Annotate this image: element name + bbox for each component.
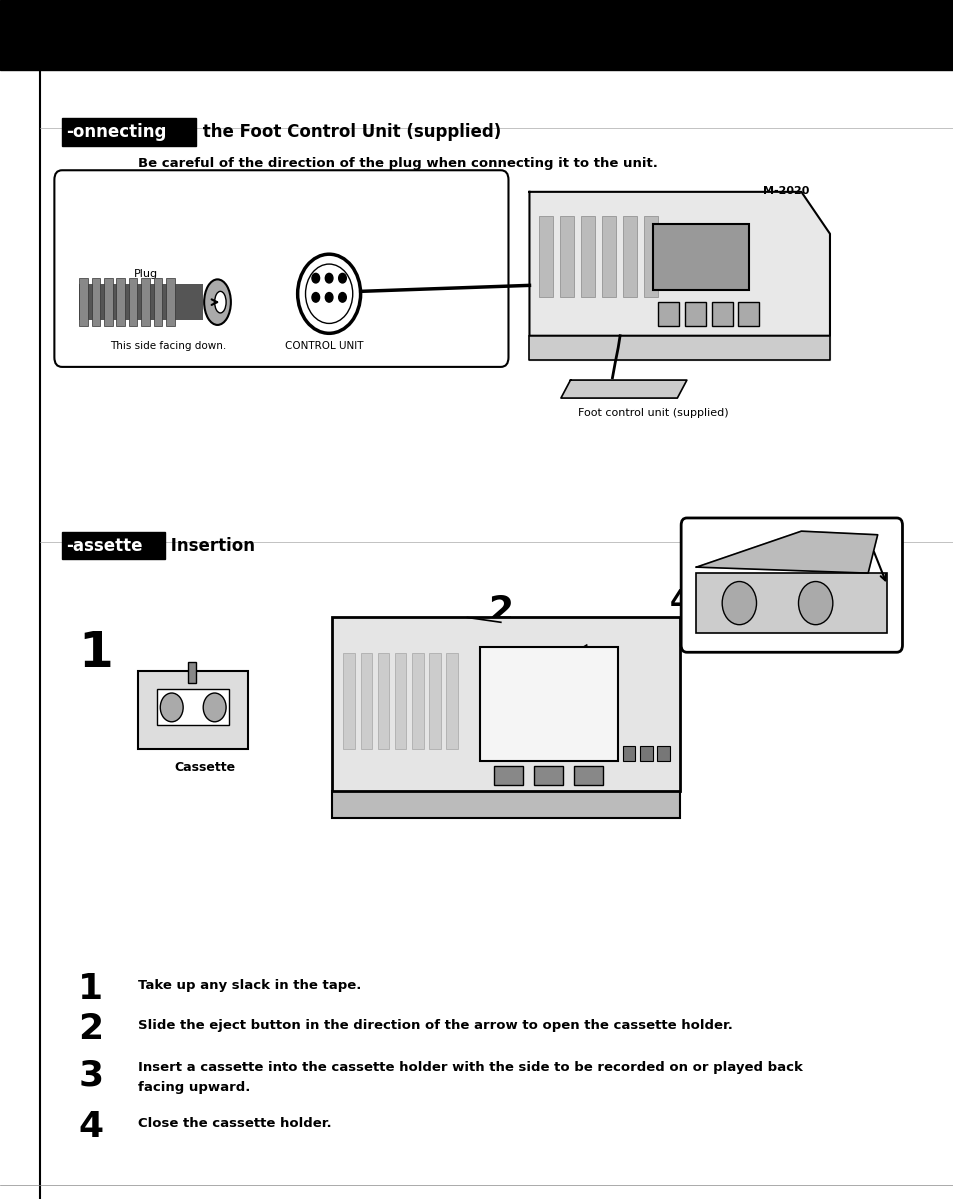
Text: 4: 4 — [78, 1110, 103, 1144]
Text: Plug: Plug — [133, 269, 157, 278]
Bar — [658, 302, 679, 326]
Bar — [153, 278, 162, 326]
Bar — [534, 766, 562, 785]
Bar — [332, 617, 679, 791]
Text: Close the cassette holder.: Close the cassette holder. — [138, 1117, 332, 1129]
Circle shape — [160, 693, 183, 722]
Bar — [559, 216, 574, 297]
Text: 3: 3 — [78, 1059, 103, 1092]
Bar — [377, 653, 389, 749]
Text: 1: 1 — [78, 629, 112, 677]
Text: Be careful of the direction of the plug when connecting it to the unit.: Be careful of the direction of the plug … — [138, 157, 658, 169]
Bar — [62, 532, 165, 559]
FancyBboxPatch shape — [680, 518, 902, 652]
Bar — [580, 216, 595, 297]
Circle shape — [338, 273, 346, 283]
Text: Cassette: Cassette — [174, 761, 235, 775]
Bar — [79, 284, 203, 320]
Bar — [711, 302, 732, 326]
Polygon shape — [696, 531, 877, 573]
Bar — [0, 0, 953, 70]
FancyBboxPatch shape — [54, 170, 508, 367]
Text: Take up any slack in the tape.: Take up any slack in the tape. — [138, 980, 361, 992]
Bar — [684, 302, 705, 326]
Bar — [91, 278, 100, 326]
Bar — [601, 216, 616, 297]
Bar — [141, 278, 150, 326]
Polygon shape — [529, 336, 829, 360]
Bar — [657, 746, 669, 761]
Text: 3: 3 — [576, 619, 597, 647]
Text: 2: 2 — [78, 1012, 103, 1046]
Bar — [343, 653, 355, 749]
Bar — [639, 746, 652, 761]
Bar — [116, 278, 125, 326]
Bar — [494, 766, 522, 785]
Ellipse shape — [204, 279, 231, 325]
Circle shape — [798, 582, 832, 625]
Text: facing upward.: facing upward. — [138, 1081, 251, 1093]
Bar — [157, 689, 229, 725]
Text: the Foot Control Unit (supplied): the Foot Control Unit (supplied) — [197, 123, 501, 141]
Bar — [538, 216, 553, 297]
Bar — [412, 653, 423, 749]
Polygon shape — [529, 192, 829, 336]
Bar — [138, 671, 248, 749]
Text: 1: 1 — [78, 972, 103, 1006]
Circle shape — [312, 273, 319, 283]
Bar — [129, 278, 137, 326]
Ellipse shape — [214, 291, 226, 313]
Circle shape — [338, 293, 346, 302]
Bar — [360, 653, 372, 749]
Bar — [188, 662, 195, 683]
Text: CONTROL UNIT: CONTROL UNIT — [285, 341, 363, 350]
Polygon shape — [560, 380, 686, 398]
Bar — [395, 653, 406, 749]
Text: Foot control unit (supplied): Foot control unit (supplied) — [578, 408, 728, 417]
Text: This side facing down.: This side facing down. — [110, 341, 226, 350]
Bar — [62, 118, 195, 146]
Circle shape — [325, 293, 333, 302]
Text: M-2020: M-2020 — [762, 186, 809, 195]
Text: Slide the eject button in the direction of the arrow to open the cassette holder: Slide the eject button in the direction … — [138, 1019, 733, 1031]
Bar — [653, 224, 748, 290]
Bar — [622, 746, 635, 761]
Text: 4: 4 — [669, 588, 688, 616]
Circle shape — [721, 582, 756, 625]
Circle shape — [312, 293, 319, 302]
Text: -assette: -assette — [66, 537, 142, 555]
Circle shape — [203, 693, 226, 722]
Circle shape — [325, 273, 333, 283]
Bar — [643, 216, 658, 297]
Bar — [574, 766, 602, 785]
Text: -onnecting: -onnecting — [66, 123, 166, 141]
Text: Insert a cassette into the cassette holder with the side to be recorded on or pl: Insert a cassette into the cassette hold… — [138, 1061, 802, 1073]
Bar — [79, 278, 88, 326]
Bar — [104, 278, 112, 326]
Bar — [479, 647, 618, 761]
Bar — [429, 653, 440, 749]
Bar — [166, 278, 174, 326]
Bar — [446, 653, 457, 749]
Text: Insertion: Insertion — [165, 537, 254, 555]
Bar — [332, 791, 679, 818]
Bar — [696, 573, 886, 633]
Bar — [738, 302, 759, 326]
Text: 2: 2 — [488, 595, 513, 628]
Bar — [622, 216, 637, 297]
